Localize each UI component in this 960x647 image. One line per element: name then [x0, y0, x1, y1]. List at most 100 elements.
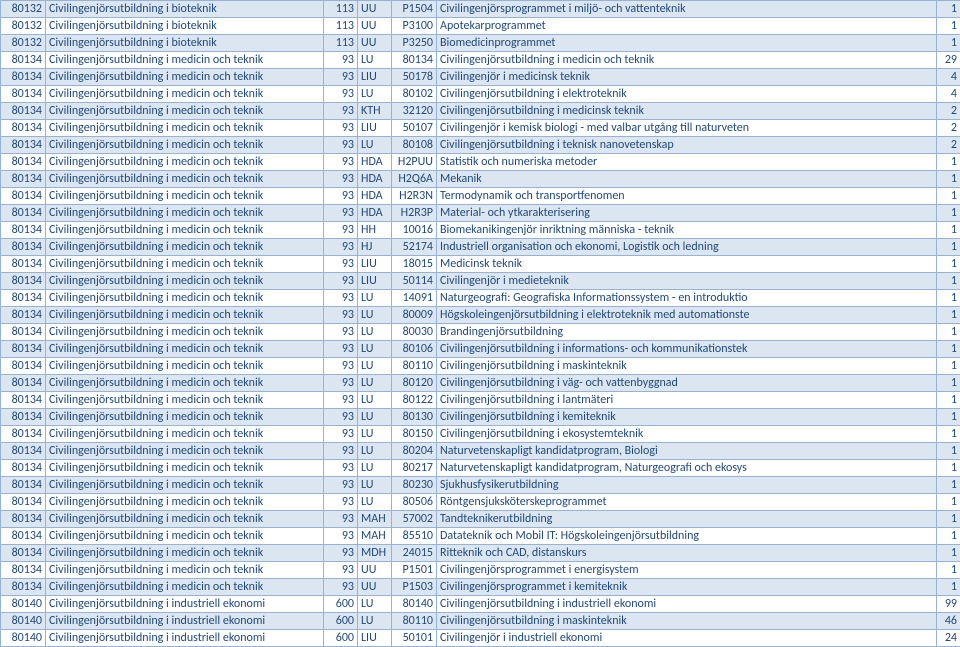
cell-f: Civilingenjörsutbildning i medicinsk tek… — [437, 103, 937, 120]
cell-f: Civilingenjör i industriell ekonomi — [437, 630, 937, 647]
cell-c: 93 — [324, 477, 358, 494]
cell-b: Civilingenjörsutbildning i medicin och t… — [46, 120, 324, 137]
table-row: 80134Civilingenjörsutbildning i medicin … — [1, 460, 960, 477]
cell-a: 80134 — [1, 171, 46, 188]
cell-d: LU — [358, 307, 392, 324]
cell-d: LU — [358, 460, 392, 477]
table-row: 80134Civilingenjörsutbildning i medicin … — [1, 545, 960, 562]
table-row: 80134Civilingenjörsutbildning i medicin … — [1, 341, 960, 358]
cell-f: Naturvetenskapligt kandidatprogram, Biol… — [437, 443, 937, 460]
cell-b: Civilingenjörsutbildning i medicin och t… — [46, 239, 324, 256]
cell-f: Biomekanikingenjör inriktning människa -… — [437, 222, 937, 239]
cell-b: Civilingenjörsutbildning i medicin och t… — [46, 256, 324, 273]
cell-b: Civilingenjörsutbildning i medicin och t… — [46, 392, 324, 409]
cell-b: Civilingenjörsutbildning i medicin och t… — [46, 426, 324, 443]
cell-a: 80134 — [1, 69, 46, 86]
cell-c: 93 — [324, 205, 358, 222]
cell-d: LU — [358, 324, 392, 341]
cell-b: Civilingenjörsutbildning i medicin och t… — [46, 273, 324, 290]
cell-g: 46 — [937, 613, 960, 630]
cell-e: 52174 — [392, 239, 437, 256]
cell-d: LU — [358, 375, 392, 392]
cell-a: 80134 — [1, 511, 46, 528]
table-row: 80132Civilingenjörsutbildning i biotekni… — [1, 35, 960, 52]
cell-d: LIU — [358, 256, 392, 273]
cell-g: 1 — [937, 239, 960, 256]
cell-d: LU — [358, 290, 392, 307]
cell-f: Civilingenjörsutbildning i väg- och vatt… — [437, 375, 937, 392]
cell-g: 1 — [937, 358, 960, 375]
cell-a: 80134 — [1, 460, 46, 477]
cell-d: LU — [358, 341, 392, 358]
table-row: 80134Civilingenjörsutbildning i medicin … — [1, 409, 960, 426]
cell-e: 32120 — [392, 103, 437, 120]
cell-c: 93 — [324, 392, 358, 409]
cell-f: Civilingenjörsprogrammet i miljö- och va… — [437, 1, 937, 18]
cell-e: 24015 — [392, 545, 437, 562]
table-row: 80134Civilingenjörsutbildning i medicin … — [1, 103, 960, 120]
cell-d: LIU — [358, 120, 392, 137]
table-row: 80134Civilingenjörsutbildning i medicin … — [1, 392, 960, 409]
cell-e: 50114 — [392, 273, 437, 290]
cell-g: 1 — [937, 511, 960, 528]
cell-c: 93 — [324, 426, 358, 443]
cell-e: P3100 — [392, 18, 437, 35]
cell-g: 1 — [937, 409, 960, 426]
cell-a: 80134 — [1, 477, 46, 494]
cell-f: Sjukhusfysikerutbildning — [437, 477, 937, 494]
table-row: 80134Civilingenjörsutbildning i medicin … — [1, 477, 960, 494]
table-row: 80134Civilingenjörsutbildning i medicin … — [1, 324, 960, 341]
cell-e: 80102 — [392, 86, 437, 103]
cell-d: KTH — [358, 103, 392, 120]
cell-e: 80130 — [392, 409, 437, 426]
cell-g: 2 — [937, 137, 960, 154]
cell-b: Civilingenjörsutbildning i medicin och t… — [46, 494, 324, 511]
cell-c: 93 — [324, 545, 358, 562]
cell-f: Civilingenjör i medicinsk teknik — [437, 69, 937, 86]
cell-f: Material- och ytkarakterisering — [437, 205, 937, 222]
cell-b: Civilingenjörsutbildning i medicin och t… — [46, 154, 324, 171]
cell-d: LU — [358, 52, 392, 69]
cell-g: 1 — [937, 205, 960, 222]
cell-e: P1501 — [392, 562, 437, 579]
cell-d: LU — [358, 494, 392, 511]
cell-f: Civilingenjörsutbildning i maskinteknik — [437, 358, 937, 375]
cell-c: 93 — [324, 171, 358, 188]
cell-c: 93 — [324, 579, 358, 596]
cell-g: 2 — [937, 120, 960, 137]
cell-d: LU — [358, 443, 392, 460]
cell-e: 80150 — [392, 426, 437, 443]
cell-e: 14091 — [392, 290, 437, 307]
cell-e: 80230 — [392, 477, 437, 494]
cell-e: 80120 — [392, 375, 437, 392]
cell-g: 1 — [937, 18, 960, 35]
cell-f: Civilingenjörsutbildning i informations-… — [437, 341, 937, 358]
cell-g: 1 — [937, 1, 960, 18]
cell-b: Civilingenjörsutbildning i medicin och t… — [46, 171, 324, 188]
cell-f: Civilingenjörsutbildning i kemiteknik — [437, 409, 937, 426]
cell-f: Civilingenjörsutbildning i industriell e… — [437, 596, 937, 613]
cell-g: 1 — [937, 562, 960, 579]
cell-d: UU — [358, 579, 392, 596]
cell-b: Civilingenjörsutbildning i medicin och t… — [46, 205, 324, 222]
table-row: 80134Civilingenjörsutbildning i medicin … — [1, 154, 960, 171]
cell-d: HDA — [358, 171, 392, 188]
cell-a: 80140 — [1, 630, 46, 647]
table-row: 80134Civilingenjörsutbildning i medicin … — [1, 137, 960, 154]
cell-g: 1 — [937, 222, 960, 239]
cell-b: Civilingenjörsutbildning i medicin och t… — [46, 137, 324, 154]
table-row: 80134Civilingenjörsutbildning i medicin … — [1, 52, 960, 69]
cell-c: 93 — [324, 154, 358, 171]
cell-e: 10016 — [392, 222, 437, 239]
cell-g: 1 — [937, 477, 960, 494]
cell-g: 1 — [937, 460, 960, 477]
cell-b: Civilingenjörsutbildning i medicin och t… — [46, 375, 324, 392]
cell-b: Civilingenjörsutbildning i medicin och t… — [46, 324, 324, 341]
table-row: 80134Civilingenjörsutbildning i medicin … — [1, 239, 960, 256]
cell-d: UU — [358, 1, 392, 18]
table-row: 80134Civilingenjörsutbildning i medicin … — [1, 307, 960, 324]
cell-g: 24 — [937, 630, 960, 647]
cell-b: Civilingenjörsutbildning i bioteknik — [46, 1, 324, 18]
table-row: 80134Civilingenjörsutbildning i medicin … — [1, 69, 960, 86]
cell-e: 80009 — [392, 307, 437, 324]
